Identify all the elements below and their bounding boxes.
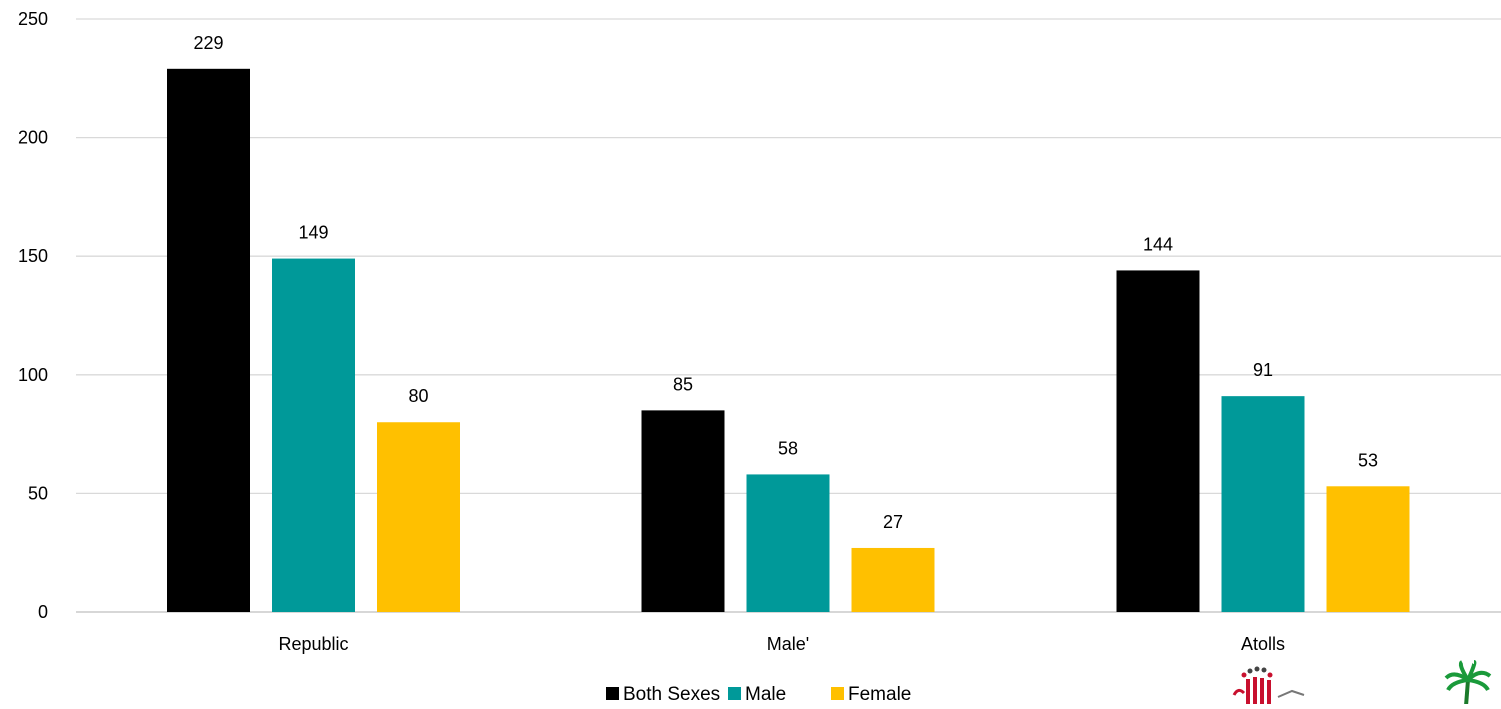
- data-label: 58: [778, 438, 798, 458]
- y-tick-label: 200: [18, 128, 48, 148]
- x-axis-categories: Republic Male' Atolls: [278, 634, 1285, 654]
- y-tick-label: 50: [28, 483, 48, 503]
- bar: [1326, 486, 1410, 612]
- data-label: 27: [883, 512, 903, 532]
- palm-tree-logo-icon: [1444, 660, 1492, 707]
- y-tick-label: 0: [38, 602, 48, 622]
- data-label: 53: [1358, 450, 1378, 470]
- bar: [1221, 396, 1305, 612]
- bar: [272, 258, 355, 612]
- y-tick-label: 250: [18, 9, 48, 29]
- data-label: 80: [408, 386, 428, 406]
- data-label: 85: [673, 374, 693, 394]
- x-category-label: Male': [767, 634, 809, 654]
- data-label: 144: [1143, 234, 1173, 254]
- bar: [167, 68, 250, 612]
- x-category-label: Republic: [278, 634, 348, 654]
- bar: [377, 422, 460, 612]
- data-label: 91: [1253, 360, 1273, 380]
- legend-label: Male: [745, 684, 786, 704]
- data-label: 149: [298, 223, 328, 243]
- legend-label: Female: [848, 684, 911, 704]
- y-tick-label: 150: [18, 246, 48, 266]
- bar: [746, 474, 830, 612]
- legend-swatch: [606, 687, 619, 700]
- legend: Both Sexes Male Female: [606, 684, 911, 705]
- legend-swatch: [831, 687, 844, 700]
- legend-label: Both Sexes: [623, 684, 720, 704]
- bar: [1116, 270, 1200, 612]
- legend-swatch: [728, 687, 741, 700]
- y-tick-label: 100: [18, 365, 48, 385]
- y-axis-ticks: 0 50 100 150 200 250: [18, 9, 48, 622]
- bar: [851, 547, 935, 612]
- census-logo-icon: [1232, 666, 1305, 705]
- bars: [167, 68, 1410, 612]
- bar: [641, 410, 725, 612]
- data-labels: 229 149 80 85 58 27 144 91 53: [193, 33, 1378, 532]
- x-category-label: Atolls: [1241, 634, 1285, 654]
- data-label: 229: [193, 33, 223, 53]
